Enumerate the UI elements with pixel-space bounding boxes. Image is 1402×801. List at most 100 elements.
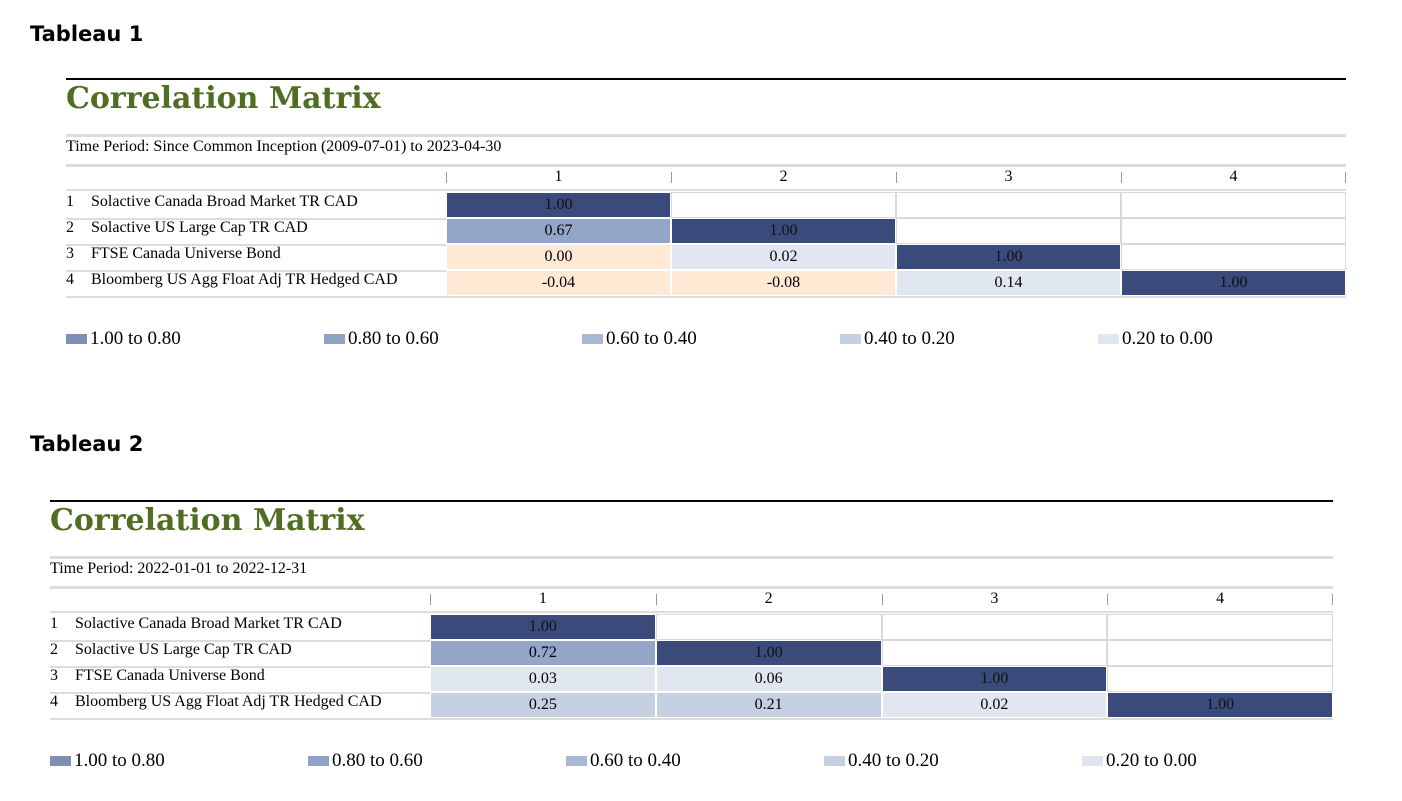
table-1-heading: Tableau 1 bbox=[30, 22, 144, 46]
matrix-cell: 1.00 bbox=[671, 218, 896, 244]
matrix-cell bbox=[881, 614, 1108, 640]
row-number: 1 bbox=[50, 615, 58, 632]
matrix-cell: 1.00 bbox=[896, 244, 1121, 270]
row-name: FTSE Canada Universe Bond bbox=[75, 667, 265, 684]
row-number: 2 bbox=[66, 219, 74, 236]
matrix-cell: -0.04 bbox=[446, 270, 671, 296]
row-number: 3 bbox=[50, 667, 58, 684]
matrix-cell: 1.00 bbox=[655, 640, 882, 666]
divider bbox=[50, 556, 1333, 559]
row-number: 2 bbox=[50, 641, 58, 658]
matrix-cell bbox=[1107, 640, 1333, 666]
row-number: 4 bbox=[50, 693, 58, 710]
matrix-cell bbox=[896, 218, 1121, 244]
row-label: 1 Solactive Canada Broad Market TR CAD bbox=[66, 193, 358, 211]
row-number: 1 bbox=[66, 193, 74, 210]
legend-swatch bbox=[824, 756, 845, 766]
legend-label: 0.20 to 0.00 bbox=[1122, 328, 1213, 349]
top-rule bbox=[66, 78, 1346, 80]
legend-item: 0.40 to 0.20 bbox=[840, 328, 955, 350]
row-divider bbox=[66, 189, 1346, 191]
matrix-cell bbox=[1121, 218, 1346, 244]
column-header: 2 bbox=[779, 168, 788, 185]
matrix-cell: 0.21 bbox=[655, 692, 882, 718]
matrix-cell: 1.00 bbox=[1121, 270, 1346, 296]
legend-swatch bbox=[1082, 756, 1103, 766]
column-tick bbox=[446, 172, 447, 183]
matrix-cell: 0.00 bbox=[446, 244, 671, 270]
legend-swatch bbox=[66, 334, 87, 344]
column-header: 4 bbox=[1216, 590, 1225, 607]
matrix-cell: 1.00 bbox=[881, 666, 1108, 692]
matrix-cell: 0.06 bbox=[655, 666, 882, 692]
matrix-cell bbox=[1107, 666, 1333, 692]
legend-item: 0.60 to 0.40 bbox=[582, 328, 697, 350]
legend-swatch bbox=[308, 756, 329, 766]
divider bbox=[66, 134, 1346, 137]
matrix-cell bbox=[1107, 614, 1333, 640]
matrix-cell: -0.08 bbox=[671, 270, 896, 296]
time-period: Time Period: Since Common Inception (200… bbox=[66, 138, 502, 155]
legend-item: 0.20 to 0.00 bbox=[1082, 750, 1197, 772]
table-2-heading: Tableau 2 bbox=[30, 432, 144, 456]
row-label: 3 FTSE Canada Universe Bond bbox=[66, 245, 281, 263]
column-header: 1 bbox=[538, 590, 547, 607]
legend-label: 0.80 to 0.60 bbox=[332, 750, 423, 771]
matrix-cell: 0.02 bbox=[881, 692, 1108, 718]
row-divider bbox=[66, 244, 446, 246]
row-divider bbox=[66, 270, 446, 272]
legend-label: 1.00 to 0.80 bbox=[90, 328, 181, 349]
matrix-cell: 0.02 bbox=[671, 244, 896, 270]
matrix-cell bbox=[896, 192, 1121, 218]
row-divider bbox=[66, 218, 446, 220]
row-number: 3 bbox=[66, 245, 74, 262]
row-label: 4 Bloomberg US Agg Float Adj TR Hedged CA… bbox=[50, 693, 382, 711]
top-rule bbox=[50, 500, 1333, 502]
column-tick bbox=[1121, 172, 1122, 183]
divider bbox=[50, 586, 1333, 589]
row-name: Bloomberg US Agg Float Adj TR Hedged CAD bbox=[75, 693, 382, 710]
matrix-cell: 0.72 bbox=[430, 640, 656, 666]
row-name: Solactive Canada Broad Market TR CAD bbox=[91, 193, 358, 210]
row-label: 2 Solactive US Large Cap TR CAD bbox=[66, 219, 308, 237]
matrix-cell: 0.03 bbox=[430, 666, 656, 692]
row-name: FTSE Canada Universe Bond bbox=[91, 245, 281, 262]
row-name: Solactive Canada Broad Market TR CAD bbox=[75, 615, 342, 632]
time-period: Time Period: 2022-01-01 to 2022-12-31 bbox=[50, 560, 308, 577]
row-divider bbox=[50, 718, 1333, 720]
legend-item: 0.20 to 0.00 bbox=[1098, 328, 1213, 350]
row-divider bbox=[50, 611, 1333, 613]
legend-label: 0.60 to 0.40 bbox=[606, 328, 697, 349]
legend-swatch bbox=[582, 334, 603, 344]
row-name: Bloomberg US Agg Float Adj TR Hedged CAD bbox=[91, 271, 398, 288]
row-label: 1 Solactive Canada Broad Market TR CAD bbox=[50, 615, 342, 633]
legend-swatch bbox=[324, 334, 345, 344]
column-header: 1 bbox=[554, 168, 563, 185]
legend-label: 0.20 to 0.00 bbox=[1106, 750, 1197, 771]
row-divider bbox=[50, 666, 430, 668]
column-header: 2 bbox=[764, 590, 773, 607]
row-label: 3 FTSE Canada Universe Bond bbox=[50, 667, 265, 685]
column-tick bbox=[655, 594, 657, 605]
matrix-cell bbox=[655, 614, 882, 640]
legend-item: 0.80 to 0.60 bbox=[324, 328, 439, 350]
row-label: 2 Solactive US Large Cap TR CAD bbox=[50, 641, 292, 659]
matrix-cell: 0.14 bbox=[896, 270, 1121, 296]
matrix-cell bbox=[671, 192, 896, 218]
column-header: 3 bbox=[1004, 168, 1013, 185]
divider bbox=[66, 164, 1346, 167]
legend-item: 0.60 to 0.40 bbox=[566, 750, 681, 772]
column-tick bbox=[430, 594, 431, 605]
legend-label: 0.80 to 0.60 bbox=[348, 328, 439, 349]
correlation-matrix-1: Correlation Matrix Time Period: Since Com… bbox=[66, 78, 1346, 350]
column-tick bbox=[1107, 594, 1109, 605]
column-tick bbox=[881, 594, 883, 605]
legend-item: 1.00 to 0.80 bbox=[66, 328, 181, 350]
column-tick bbox=[1345, 172, 1346, 183]
legend-swatch bbox=[566, 756, 587, 766]
row-label: 4 Bloomberg US Agg Float Adj TR Hedged CA… bbox=[66, 271, 398, 289]
legend-swatch bbox=[50, 756, 71, 766]
column-header: 3 bbox=[990, 590, 999, 607]
legend-label: 1.00 to 0.80 bbox=[74, 750, 165, 771]
legend-item: 0.40 to 0.20 bbox=[824, 750, 939, 772]
